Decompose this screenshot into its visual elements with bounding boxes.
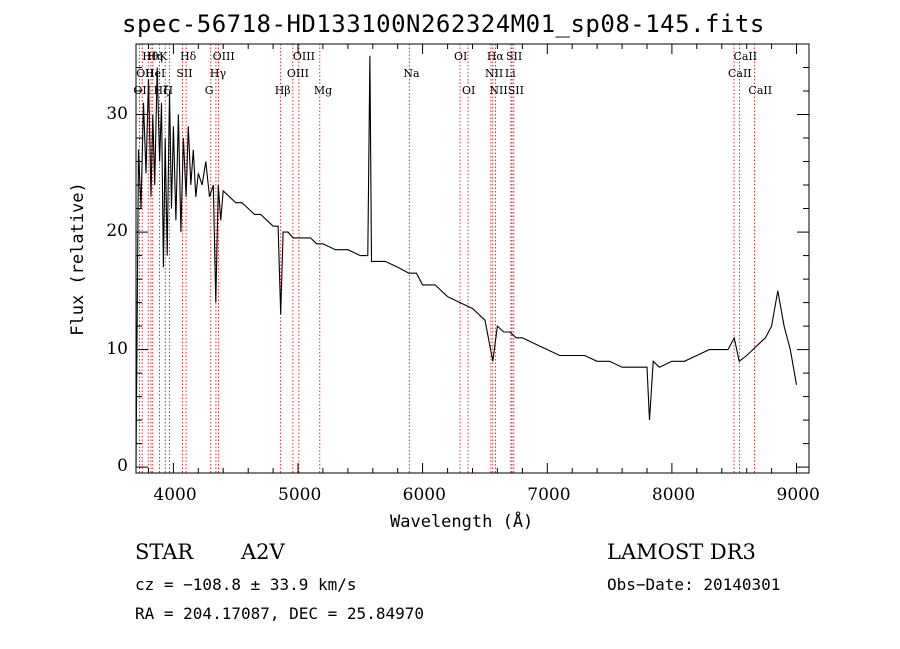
redshift-velocity: cz = −108.8 ± 33.9 km/s [135,575,357,594]
x-tick-label: 8000 [651,485,696,505]
spectral-line-label: Hα [486,50,504,63]
spectral-line-label: Na [403,67,420,80]
spectral-line-label: SII [506,50,523,63]
spectral-line-label: OIII [212,50,235,63]
spectral-line-label: NII [484,67,504,80]
spectral-line-label: OII [136,67,154,80]
survey-name: LAMOST DR3 [607,540,756,564]
observation-date: Obs−Date: 20140301 [607,575,781,594]
spectral-line-label: Mg [313,84,333,97]
spectral-line-label: Hδ [180,50,197,63]
y-tick-label: 0 [117,456,128,477]
spectral-line-label: NII [489,84,508,97]
spectrum-series-line [135,55,798,468]
x-tick-label: 4000 [153,485,197,505]
spectral-line-label: OIII [286,67,309,80]
y-tick-label: 20 [106,221,128,242]
axis-ticks [136,44,809,473]
x-axis-label: Wavelength (Å) [390,512,534,532]
spectral-line-label: Hβ [274,84,291,97]
chart-title: spec-56718-HD133100N262324M01_sp08-145.f… [122,10,765,38]
spectral-line-label: SII [176,67,193,80]
spectral-line-label: Hζ [153,84,170,97]
x-tick-label: 6000 [402,485,446,505]
plot-frame [135,43,810,474]
spectral-line-label: CaII [733,50,758,63]
sky-coordinates: RA = 204.17087, DEC = 25.84970 [135,604,424,623]
spectral-line-label: Li [504,67,516,80]
y-axis-label: Flux (relative) [68,182,88,336]
spectral-line-label: H [163,84,174,97]
spectral-line-label: G [204,84,214,97]
object-class: STAR [135,540,194,564]
spectral-line-label: CaII [748,84,773,97]
spectral-line-label: OIII [292,50,315,63]
spectral-line-label: Hη [146,50,163,63]
y-tick-label: 10 [106,338,128,359]
spectral-line-label: K [159,50,168,63]
spectral-line-label: SII [507,84,524,97]
spectral-line-label: HeI [144,67,166,80]
spectral-line-label: OI [454,50,468,63]
spectral-line-label: Hγ [209,67,227,80]
spectral-line-markers [138,44,755,473]
spectral-line-label: OI [462,84,476,97]
y-tick-label: 30 [106,103,128,124]
x-tick-label: 9000 [776,485,820,505]
spectral-line-label: OII [133,84,152,97]
spectral-subclass: A2V [241,540,285,564]
spectral-line-label: CaII [727,67,752,80]
x-tick-label: 7000 [527,485,571,505]
spectral-line-label: Hθ [142,50,159,63]
x-tick-label: 5000 [278,485,322,505]
